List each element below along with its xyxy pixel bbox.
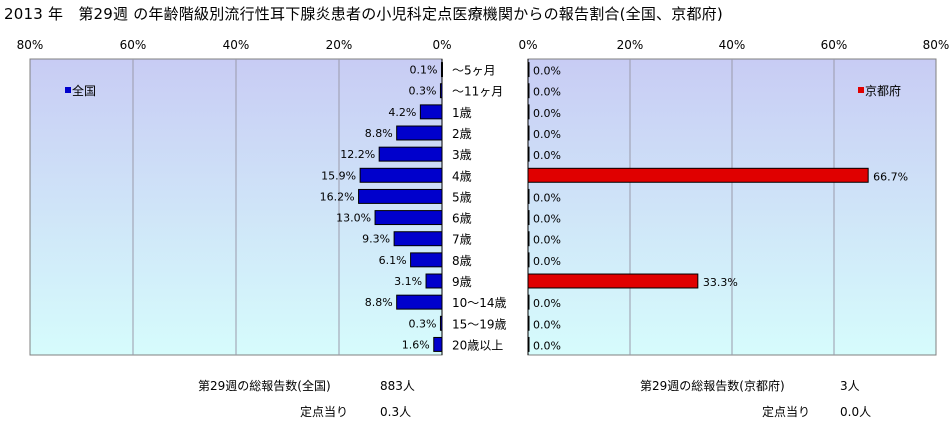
national-x-tick-label: 60%	[120, 38, 147, 52]
category-label: 10～14歳	[452, 296, 507, 310]
national-x-tick-label: 20%	[326, 38, 353, 52]
national-bar	[440, 62, 443, 78]
kyoto-legend-swatch	[858, 87, 864, 93]
national-bar	[433, 336, 443, 352]
national-bar	[439, 315, 443, 331]
kyoto-bar	[527, 146, 530, 162]
category-label: 20歳以上	[452, 338, 503, 352]
kyoto-x-tick-label: 60%	[821, 38, 848, 52]
kyoto-bar-label: 0.0%	[533, 213, 561, 226]
category-label: ～11ヶ月	[452, 85, 503, 99]
national-bar-label: 0.3%	[409, 85, 437, 98]
national-bar-label: 16.2%	[320, 190, 355, 203]
kyoto-bar-label: 0.0%	[533, 339, 561, 352]
category-label: 5歳	[452, 190, 472, 204]
national-bar	[425, 273, 443, 289]
kyoto-bar	[527, 315, 530, 331]
kyoto-bar	[527, 273, 699, 289]
national-bar	[439, 83, 443, 99]
national-bar-label: 9.3%	[362, 233, 390, 246]
kyoto-bar	[527, 336, 530, 352]
national-bar-label: 15.9%	[321, 169, 356, 182]
national-bar	[359, 167, 443, 183]
kyoto-bar-label: 0.0%	[533, 297, 561, 310]
kyoto-chart-panel: 0% 20% 40% 60% 80% 0.0% 0.0% 0.0% 0.0% 0.0% 66.7% 0…	[518, 38, 949, 356]
national-x-tick-label: 0%	[432, 38, 451, 52]
kyoto-x-tick-label: 40%	[719, 38, 746, 52]
national-bar	[393, 231, 443, 247]
kyoto-bar-label: 0.0%	[533, 149, 561, 162]
kyoto-bar-label: 0.0%	[533, 318, 561, 331]
national-bar-label: 8.8%	[365, 296, 393, 309]
kyoto-bar	[527, 62, 530, 78]
national-bar	[358, 188, 443, 204]
national-bar	[410, 252, 443, 268]
kyoto-bar-label: 0.0%	[533, 65, 561, 78]
national-bar-label: 1.6%	[402, 338, 430, 351]
category-label: ～5ヶ月	[452, 64, 496, 78]
national-chart-panel: 80% 60% 40% 20% 0% 0.1% ～5ヶ月 0.3% ～11ヶ月 4.2% 1歳 8.8…	[17, 38, 507, 356]
category-label: 8歳	[452, 254, 472, 268]
kyoto-bar	[527, 188, 530, 204]
category-label: 4歳	[452, 169, 472, 183]
kyoto-total-value: 3人	[840, 379, 860, 393]
kyoto-bar-label: 0.0%	[533, 255, 561, 268]
kyoto-bar-label: 0.0%	[533, 234, 561, 247]
kyoto-bar-label: 0.0%	[533, 128, 561, 141]
category-label: 6歳	[452, 212, 472, 226]
national-bar	[419, 104, 443, 120]
kyoto-legend-label: 京都府	[865, 83, 901, 98]
kyoto-x-tick-label: 80%	[923, 38, 949, 52]
category-label: 1歳	[452, 106, 472, 120]
national-per-label: 定点当り	[300, 405, 349, 419]
national-bar	[396, 294, 443, 310]
national-bar-label: 8.8%	[365, 127, 393, 140]
national-total-value: 883人	[380, 379, 415, 393]
category-label: 9歳	[452, 275, 472, 289]
kyoto-per-value: 0.0人	[840, 405, 872, 419]
kyoto-bar	[527, 104, 530, 120]
kyoto-bar-label: 66.7%	[873, 170, 908, 183]
kyoto-per-label: 定点当り	[762, 405, 811, 419]
national-bar-label: 13.0%	[336, 212, 371, 225]
chart-title: 2013 年 第29週 の年齢階級別流行性耳下腺炎患者の小児科定点医療機関からの…	[4, 5, 723, 23]
national-bar	[396, 125, 443, 141]
national-legend-label: 全国	[72, 83, 96, 98]
national-bar-label: 0.1%	[410, 64, 438, 77]
category-label: 2歳	[452, 127, 472, 141]
national-x-tick-label: 80%	[17, 38, 44, 52]
kyoto-bar-label: 0.0%	[533, 191, 561, 204]
kyoto-x-tick-label: 0%	[518, 38, 537, 52]
kyoto-bar	[527, 231, 530, 247]
national-per-value: 0.3人	[380, 405, 412, 419]
national-bar-label: 12.2%	[340, 148, 375, 161]
national-total-label: 第29週の総報告数(全国)	[198, 379, 331, 393]
kyoto-bar	[527, 210, 530, 226]
national-x-tick-label: 40%	[223, 38, 250, 52]
kyoto-bar-label: 0.0%	[533, 107, 561, 120]
national-bar-label: 0.3%	[409, 317, 437, 330]
kyoto-bar-label: 0.0%	[533, 86, 561, 99]
category-label: 3歳	[452, 148, 472, 162]
kyoto-x-tick-label: 20%	[617, 38, 644, 52]
kyoto-bar	[527, 167, 869, 183]
kyoto-bar	[527, 125, 530, 141]
kyoto-bar-label: 33.3%	[703, 276, 738, 289]
national-legend-swatch	[65, 87, 71, 93]
category-label: 15～19歳	[452, 317, 507, 331]
national-bar	[374, 210, 443, 226]
category-label: 7歳	[452, 233, 472, 247]
kyoto-bar	[527, 294, 530, 310]
kyoto-bar	[527, 252, 530, 268]
national-bar-label: 6.1%	[379, 254, 407, 267]
kyoto-total-label: 第29週の総報告数(京都府)	[640, 379, 785, 393]
national-bar	[378, 146, 443, 162]
national-bar-label: 4.2%	[388, 106, 416, 119]
kyoto-bar	[527, 83, 530, 99]
national-bar-label: 3.1%	[394, 275, 422, 288]
